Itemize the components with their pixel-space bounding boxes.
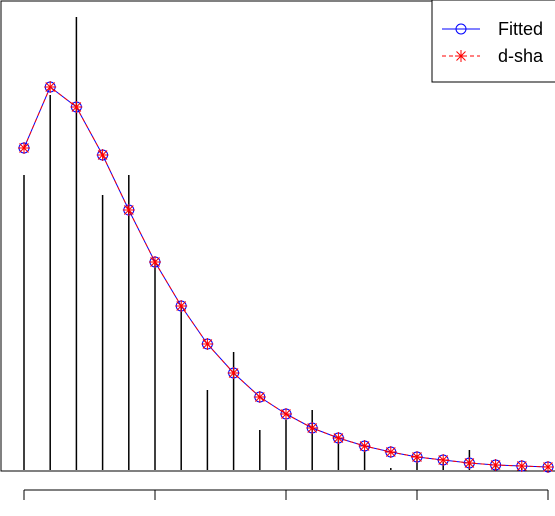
legend-box	[431, 0, 555, 83]
point	[332, 432, 345, 444]
point	[44, 81, 57, 93]
point	[437, 454, 450, 466]
point	[306, 422, 319, 434]
point	[18, 142, 30, 154]
point	[411, 451, 423, 463]
legend-label: Fitted	[498, 19, 543, 39]
point	[227, 367, 240, 379]
point	[122, 204, 135, 216]
point	[489, 459, 502, 471]
point	[515, 460, 528, 472]
legend-marker	[455, 50, 467, 62]
point	[463, 457, 476, 469]
point	[253, 391, 266, 403]
point	[149, 256, 161, 268]
point	[280, 408, 292, 420]
point	[201, 338, 214, 350]
point	[542, 461, 554, 473]
legend-label: d-sha	[498, 46, 544, 66]
point	[175, 300, 188, 312]
point	[358, 440, 371, 452]
point	[96, 149, 109, 161]
plot-frame	[0, 0, 555, 472]
point	[70, 101, 83, 113]
legend-marker	[455, 23, 467, 35]
point	[384, 446, 397, 458]
